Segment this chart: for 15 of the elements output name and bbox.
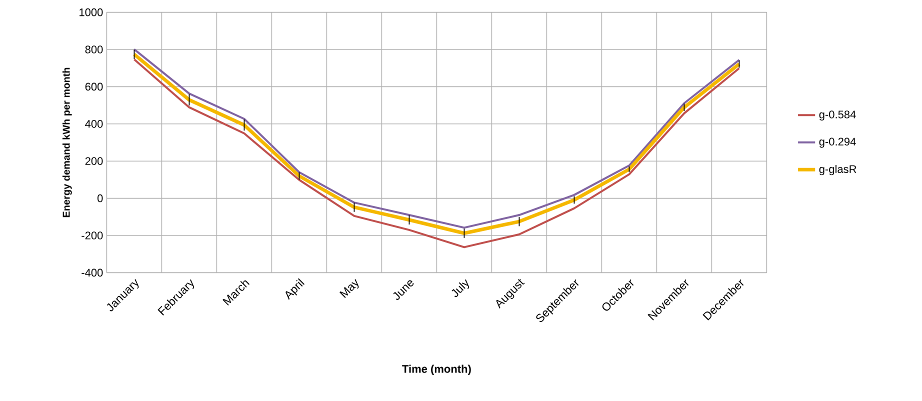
y-tick-label: -200 <box>82 232 103 240</box>
y-tick-label: 800 <box>85 46 103 54</box>
legend-label: g-0.584 <box>819 110 856 121</box>
y-tick-label: 600 <box>85 82 103 91</box>
y-tick-label: 400 <box>85 120 103 128</box>
y-axis-title: Energy demand kWh per month <box>62 68 72 218</box>
x-tick-label: May <box>340 279 359 298</box>
y-tick-label: 1000 <box>80 8 103 16</box>
x-tick-label: July <box>452 279 469 298</box>
y-tick-label: 0 <box>97 194 103 202</box>
y-tick-label: -400 <box>82 268 103 277</box>
legend-label: g-0.294 <box>819 138 856 148</box>
y-tick-label: 200 <box>85 157 103 165</box>
legend-label: g-glasR <box>819 164 856 176</box>
x-axis-title: Time (month) <box>402 364 471 375</box>
